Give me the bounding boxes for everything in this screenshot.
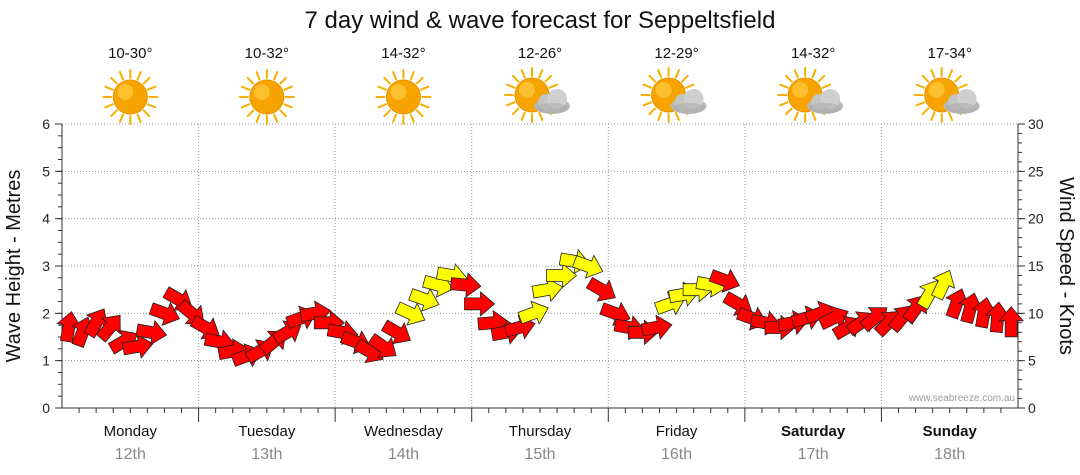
day-temperature-range: 10-30° (108, 45, 152, 62)
wind-arrow (95, 314, 121, 343)
wind-arrow (640, 314, 673, 340)
y-tick-right: 5 (1028, 353, 1036, 369)
day-column-monday: 10-30° Monday 12th (102, 45, 159, 463)
wind-arrow (531, 276, 564, 303)
chart-grid (62, 123, 1018, 408)
wind-arrow (135, 319, 168, 346)
day-date: 15th (524, 446, 555, 463)
y-tick-right: 30 (1028, 116, 1044, 132)
y-tick-left: 4 (42, 211, 50, 227)
day-column-friday: 12-29° Friday 16th (640, 45, 707, 463)
y-axis-right-ticks: 0 5 10 15 20 25 30 (1028, 116, 1044, 416)
wind-arrow (408, 287, 440, 312)
wind-arrow (464, 291, 496, 317)
day-column-sunday: 17-34° Sunday 18th (913, 45, 980, 463)
day-column-tuesday: 10-32° Tuesday 13th (238, 45, 295, 463)
wind-arrow (56, 311, 82, 343)
day-column-thursday: 12-26° Thursday 15th (504, 45, 572, 463)
wind-arrow (380, 319, 411, 345)
day-date: 14th (388, 446, 419, 463)
wind-arrow-series (56, 248, 1025, 368)
y-tick-right: 25 (1028, 163, 1044, 179)
day-name: Thursday (509, 423, 572, 440)
y-axis-left-ticks: 0 1 2 3 4 5 6 (42, 116, 50, 416)
wind-arrow (449, 272, 482, 298)
wind-arrow (971, 296, 997, 329)
day-date: 17th (798, 446, 829, 463)
y-tick-right: 15 (1028, 258, 1044, 274)
day-date: 16th (661, 446, 692, 463)
sun-icon (102, 69, 159, 125)
wind-arrow (998, 306, 1025, 338)
day-column-saturday: 14-32° Saturday 17th (777, 45, 846, 463)
credit-watermark: www.seabreeze.com.au (908, 393, 1015, 404)
y-tick-left: 2 (42, 305, 50, 321)
day-temperature-range: 14-32° (381, 45, 425, 62)
wind-arrow (148, 301, 181, 326)
sun-cloud-icon (640, 67, 707, 123)
wind-arrow (817, 305, 849, 330)
y-tick-right: 0 (1028, 400, 1036, 416)
chart-title: 7 day wind & wave forecast for Seppeltsf… (305, 7, 776, 34)
sun-icon (375, 69, 432, 125)
day-name: Wednesday (364, 423, 443, 440)
wind-arrow (367, 332, 397, 358)
day-date: 13th (251, 446, 282, 463)
y-tick-right: 20 (1028, 211, 1044, 227)
wind-arrow (585, 276, 616, 302)
y-tick-left: 3 (42, 258, 50, 274)
day-temperature-range: 14-32° (791, 45, 835, 62)
chart-axes (55, 123, 1025, 422)
wind-arrow (944, 288, 970, 320)
wind-arrow (546, 262, 578, 289)
y-axis-left-label: Wave Height - Metres (3, 170, 25, 363)
wind-arrow (394, 301, 426, 326)
wind-arrow (931, 269, 956, 301)
day-temperature-range: 10-32° (245, 45, 289, 62)
sun-cloud-icon (504, 67, 570, 123)
day-temperature-range: 12-26° (518, 45, 562, 62)
y-tick-right: 10 (1028, 305, 1044, 321)
wind-arrow (958, 292, 984, 325)
day-temperature-range: 12-29° (654, 45, 698, 62)
wind-arrow (517, 300, 549, 325)
wind-arrow (121, 333, 154, 359)
wind-arrow (984, 301, 1011, 334)
day-name: Friday (656, 423, 698, 440)
sun-icon (238, 69, 295, 125)
wind-arrow (708, 268, 741, 293)
y-tick-left: 1 (42, 353, 50, 369)
day-temperature-range: 17-34° (928, 45, 972, 62)
y-tick-left: 0 (42, 400, 50, 416)
day-name: Tuesday (238, 423, 295, 440)
y-tick-left: 5 (42, 163, 50, 179)
day-name: Sunday (923, 423, 978, 440)
sun-cloud-icon (913, 67, 980, 123)
sun-cloud-icon (777, 67, 844, 123)
y-tick-left: 6 (42, 116, 50, 132)
day-date: 12th (115, 446, 146, 463)
day-headers: 10-30° Monday 12th 10-32° Tuesday 13th 14-32° W… (102, 45, 980, 463)
day-column-wednesday: 14-32° Wednesday 14th (364, 45, 443, 463)
wind-arrow (572, 254, 604, 279)
day-name: Saturday (781, 423, 846, 440)
day-date: 18th (934, 446, 965, 463)
day-name: Monday (104, 423, 158, 440)
y-axis-right-label: Wind Speed - Knots (1055, 177, 1077, 355)
